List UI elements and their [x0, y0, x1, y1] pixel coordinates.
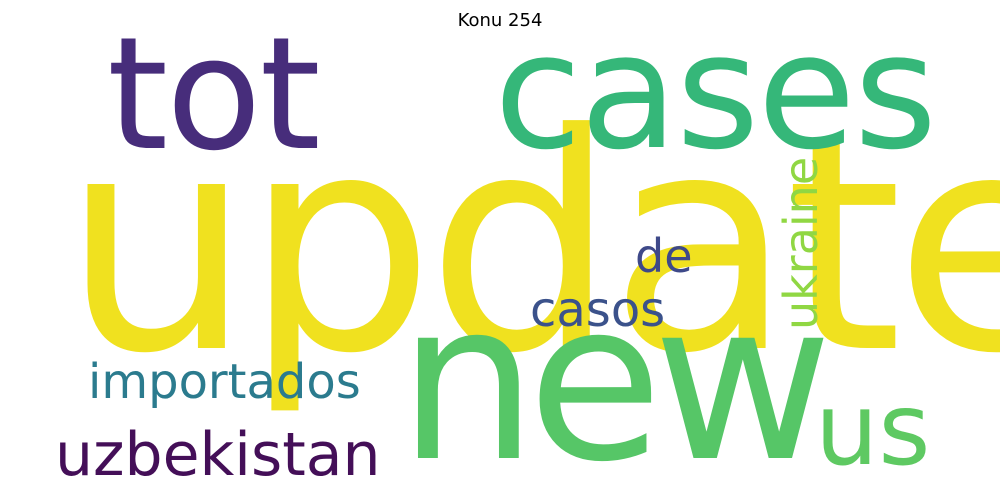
word-casos: casos: [530, 282, 666, 338]
word-update: update: [62, 70, 1000, 419]
word-cases: cases: [494, 0, 937, 185]
word-ukraine: ukraine: [774, 156, 828, 330]
word-us: us: [815, 371, 931, 488]
word-new: new: [398, 254, 833, 500]
chart-title: Konu 254: [457, 10, 543, 31]
word-importados: importados: [88, 354, 361, 410]
word-de: de: [635, 229, 693, 283]
word-uzbekistan: uzbekistan: [55, 420, 381, 490]
word-tot: tot: [107, 3, 321, 185]
